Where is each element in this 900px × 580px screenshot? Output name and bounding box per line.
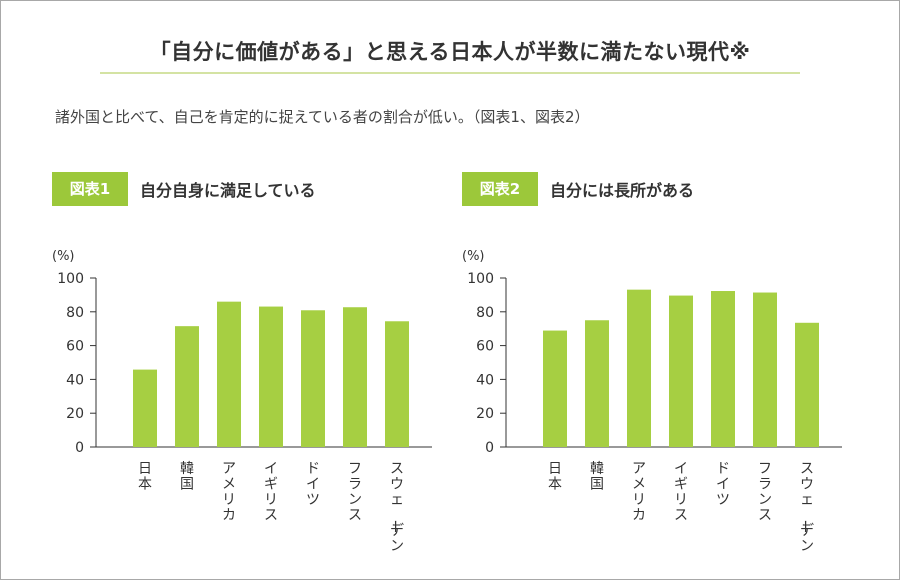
bar: [753, 292, 777, 447]
y-tick-label: 100: [467, 271, 494, 287]
y-tick-label: 80: [66, 305, 84, 321]
bar: [259, 306, 283, 447]
y-tick-label: 0: [75, 440, 84, 456]
chart2-header: 図表2 自分には長所がある: [462, 172, 694, 206]
x-tick-label: イギリス: [674, 461, 688, 524]
y-tick-label: 60: [476, 339, 494, 355]
x-tick-label: スウェーデン: [796, 461, 814, 555]
y-unit-label: (%): [52, 249, 75, 264]
x-tick-label: 韓国: [180, 461, 194, 493]
chart2-badge: 図表2: [462, 172, 538, 206]
bar: [711, 291, 735, 447]
bar: [543, 330, 567, 447]
page-subtitle: 諸外国と比べて、自己を肯定的に捉えている者の割合が低い。（図表1、図表2）: [55, 108, 590, 126]
x-tick-label: ドイツ: [306, 461, 320, 508]
x-tick-label: 日本: [138, 461, 152, 493]
bar: [217, 301, 241, 447]
x-tick-label: フランス: [758, 461, 772, 524]
y-tick-label: 40: [66, 372, 84, 388]
y-tick-label: 20: [476, 406, 494, 422]
y-tick-label: 0: [485, 440, 494, 456]
chart1-header: 図表1 自分自身に満足している: [52, 172, 316, 206]
bar: [343, 307, 367, 447]
x-tick-label: 日本: [548, 461, 562, 493]
y-tick-label: 60: [66, 339, 84, 355]
bar: [669, 295, 693, 447]
x-tick-label: フランス: [348, 461, 362, 524]
bar: [133, 369, 157, 447]
y-tick-label: 100: [57, 271, 84, 287]
chart1-badge: 図表1: [52, 172, 128, 206]
title-underline: [100, 72, 800, 74]
y-tick-label: 80: [476, 305, 494, 321]
chart1-title: 自分自身に満足している: [140, 181, 316, 200]
x-tick-label: スウェーデン: [386, 461, 404, 555]
y-unit-label: (%): [462, 249, 485, 264]
bar: [795, 322, 819, 447]
x-tick-label: ドイツ: [716, 461, 730, 508]
x-tick-label: アメリカ: [222, 461, 236, 524]
page-title: 「自分に価値がある」と思える日本人が半数に満たない現代※: [149, 40, 751, 64]
bar: [301, 310, 325, 447]
bar: [385, 321, 409, 447]
bar: [627, 289, 651, 447]
x-tick-label: アメリカ: [632, 461, 646, 524]
x-tick-label: イギリス: [264, 461, 278, 524]
bar: [175, 326, 199, 447]
y-tick-label: 40: [476, 372, 494, 388]
x-tick-label: 韓国: [590, 461, 604, 493]
chart2-title: 自分には長所がある: [550, 181, 695, 200]
y-tick-label: 20: [66, 406, 84, 422]
bar: [585, 320, 609, 447]
